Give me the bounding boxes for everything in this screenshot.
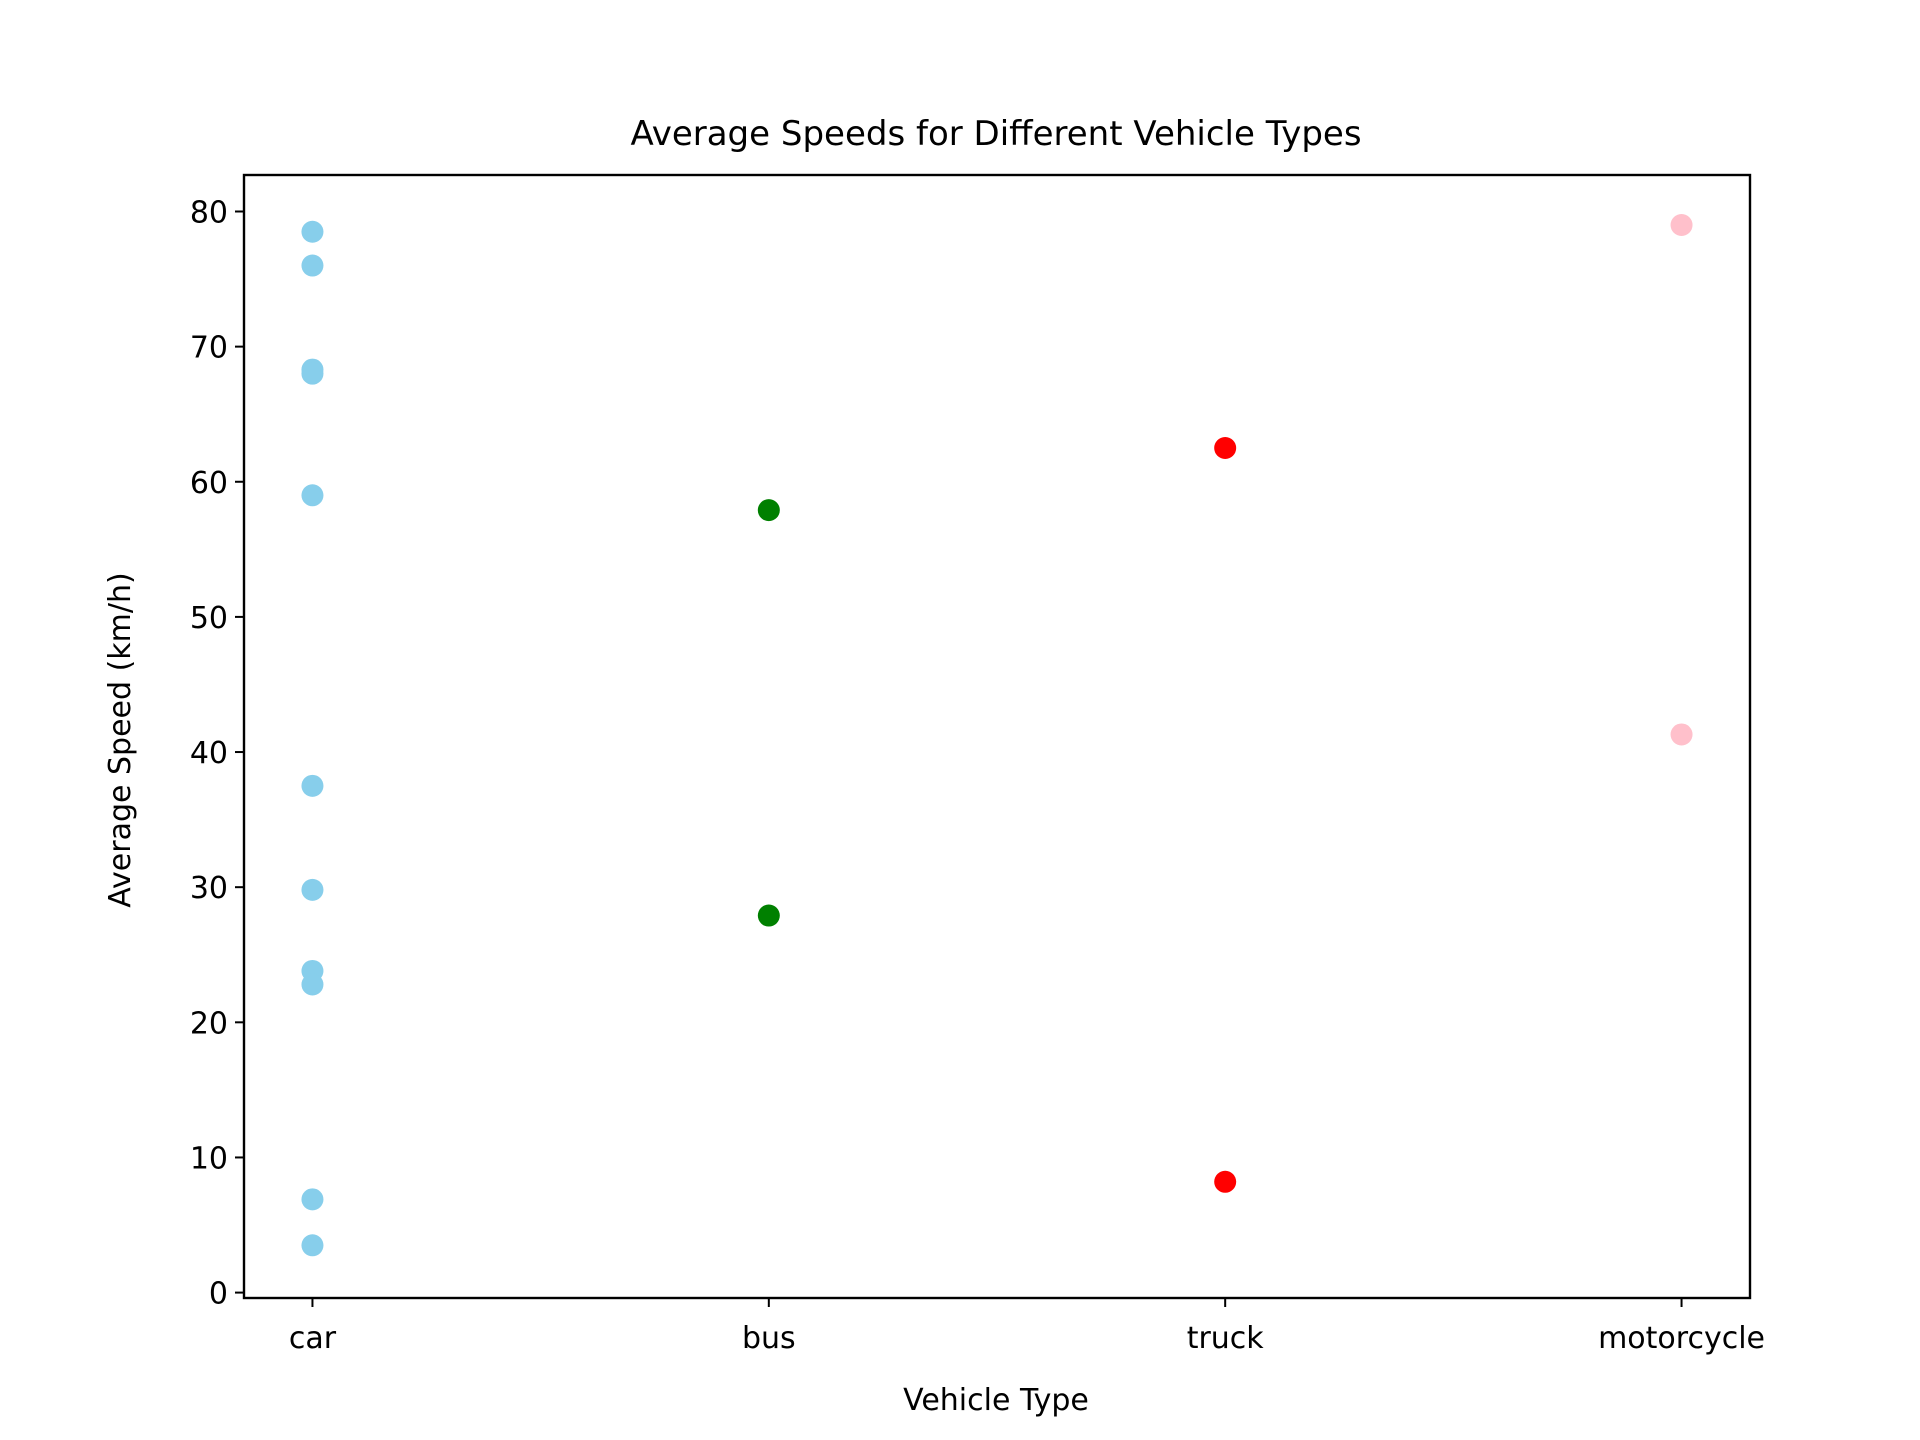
x-axis-label: Vehicle Type (903, 1383, 1089, 1418)
x-tick-label-truck: truck (1187, 1321, 1265, 1356)
data-point-truck (1214, 436, 1237, 459)
axis-ticks: 0 10 20 30 40 50 60 70 80 car bus truck motorcycle (190, 195, 1765, 1356)
y-tick-label: 50 (190, 601, 228, 636)
x-tick-label-bus: bus (742, 1321, 796, 1356)
y-tick-label: 70 (190, 331, 228, 366)
y-tick-label: 40 (190, 736, 228, 771)
y-axis-label: Average Speed (km/h) (103, 572, 138, 907)
chart-title: Average Speeds for Different Vehicle Typ… (630, 114, 1361, 154)
data-points (301, 214, 1693, 1257)
data-point-car (301, 362, 324, 385)
x-tick-label-motorcycle: motorcycle (1598, 1321, 1765, 1356)
data-point-car (301, 1188, 324, 1211)
data-point-car (301, 254, 324, 277)
data-point-bus (757, 904, 780, 927)
y-tick-label: 60 (190, 466, 228, 501)
data-point-motorcycle (1670, 723, 1693, 746)
data-point-car (301, 220, 324, 243)
x-tick-label-car: car (289, 1321, 337, 1356)
data-point-car (301, 1234, 324, 1257)
y-tick-label: 30 (190, 871, 228, 906)
data-point-car (301, 484, 324, 507)
data-point-car (301, 774, 324, 797)
y-tick-label: 10 (190, 1141, 228, 1176)
data-point-truck (1214, 1170, 1237, 1193)
y-tick-label: 20 (190, 1006, 228, 1041)
data-point-car (301, 878, 324, 901)
y-tick-label: 0 (209, 1277, 228, 1312)
data-point-motorcycle (1670, 214, 1693, 237)
y-tick-label: 80 (190, 195, 228, 230)
plot-area-frame (242, 173, 1752, 1300)
data-point-bus (757, 499, 780, 522)
data-point-car (301, 973, 324, 996)
